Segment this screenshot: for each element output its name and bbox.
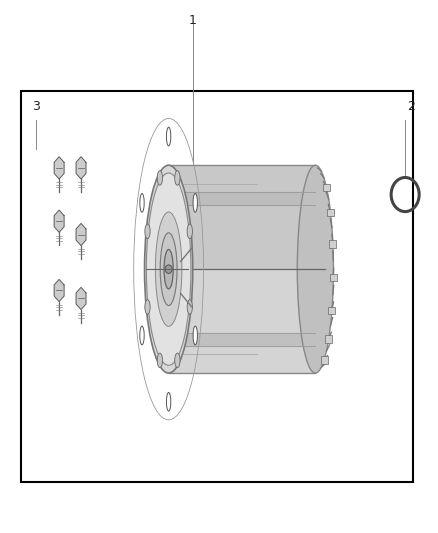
Bar xyxy=(330,274,337,281)
Ellipse shape xyxy=(175,353,180,368)
Ellipse shape xyxy=(193,326,198,345)
Polygon shape xyxy=(54,157,64,179)
Ellipse shape xyxy=(166,392,171,411)
Ellipse shape xyxy=(164,249,173,289)
Polygon shape xyxy=(76,223,86,246)
Polygon shape xyxy=(76,157,86,179)
Text: 2: 2 xyxy=(407,100,415,113)
Ellipse shape xyxy=(193,193,198,212)
Ellipse shape xyxy=(297,165,333,373)
Ellipse shape xyxy=(175,171,180,185)
Ellipse shape xyxy=(187,224,192,239)
Bar xyxy=(321,357,328,364)
Ellipse shape xyxy=(166,127,171,146)
Ellipse shape xyxy=(157,353,162,368)
Ellipse shape xyxy=(140,193,144,212)
Ellipse shape xyxy=(140,326,144,345)
Text: 1: 1 xyxy=(189,14,197,27)
Ellipse shape xyxy=(160,233,177,305)
Ellipse shape xyxy=(145,300,150,314)
Bar xyxy=(325,335,332,343)
Ellipse shape xyxy=(187,300,192,314)
Ellipse shape xyxy=(155,212,182,326)
Ellipse shape xyxy=(145,165,193,373)
Polygon shape xyxy=(76,287,86,310)
Ellipse shape xyxy=(145,224,150,239)
Ellipse shape xyxy=(146,173,191,365)
Circle shape xyxy=(165,265,172,273)
Ellipse shape xyxy=(157,171,162,185)
Text: 3: 3 xyxy=(32,100,40,113)
Bar xyxy=(329,240,336,247)
Bar xyxy=(328,307,336,314)
Polygon shape xyxy=(54,279,64,302)
Bar xyxy=(21,91,413,482)
Bar xyxy=(169,165,315,269)
Bar xyxy=(327,209,334,216)
Bar xyxy=(169,165,315,373)
Polygon shape xyxy=(54,210,64,232)
Bar xyxy=(323,184,330,191)
